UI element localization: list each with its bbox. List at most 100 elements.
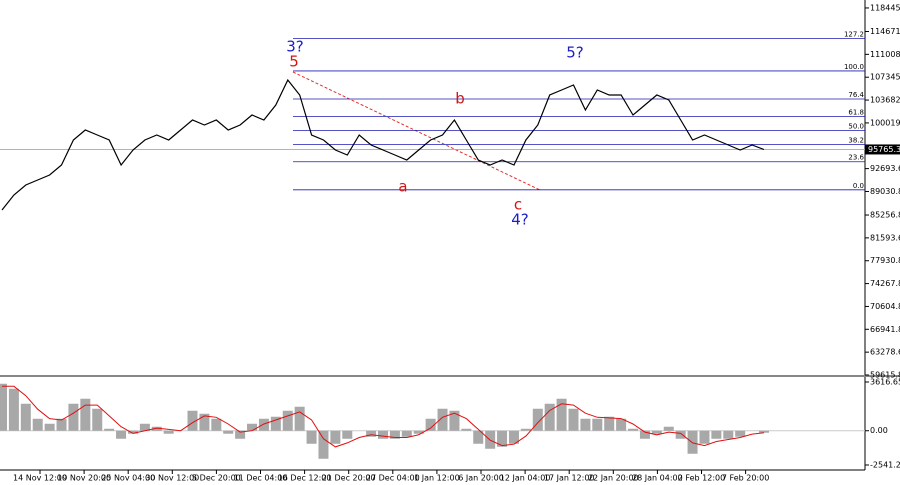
- price-tag-label: 95765.39: [868, 145, 900, 154]
- histogram-bar: [711, 430, 722, 439]
- histogram-bar: [497, 430, 508, 447]
- y-tick-label: 3616.65: [870, 377, 900, 386]
- y-tick-label: 77930.85: [870, 256, 900, 265]
- wave-label: b: [455, 90, 465, 108]
- histogram-bar: [544, 403, 555, 431]
- x-tick-label: 7 Feb 20:00: [722, 474, 769, 483]
- histogram-bar: [520, 428, 531, 431]
- histogram-bar: [401, 430, 412, 437]
- histogram-bar: [199, 413, 210, 431]
- histogram-bar: [270, 416, 281, 431]
- x-tick-label: 22 Jan 20:00: [588, 474, 639, 483]
- y-tick-label: 85256.85: [870, 211, 900, 220]
- y-tick-label: 100019.85: [870, 118, 900, 127]
- histogram-bar: [532, 408, 543, 431]
- y-tick-label: -2541.28: [870, 461, 900, 470]
- y-tick-label: 103682.85: [870, 96, 900, 105]
- histogram-bar: [449, 410, 460, 431]
- x-tick-label: 12 Jan 04:00: [500, 474, 551, 483]
- x-tick-label: 14 Nov 12:00: [13, 474, 67, 483]
- histogram-bar: [663, 426, 674, 431]
- histogram-bar: [461, 428, 472, 431]
- histogram-bar: [723, 430, 734, 439]
- histogram-bar: [32, 418, 43, 431]
- x-tick-label: 5 Dec 20:00: [192, 474, 241, 483]
- wave-label: 4?: [511, 211, 529, 229]
- histogram-bar: [556, 398, 567, 431]
- histogram-bar: [104, 428, 115, 431]
- histogram-bar: [0, 383, 7, 431]
- wave-label: 5?: [566, 44, 584, 62]
- histogram-bar: [163, 430, 174, 434]
- histogram-bar: [282, 410, 293, 431]
- histogram-bar: [735, 430, 746, 437]
- histogram-bar: [592, 418, 603, 431]
- wave-label: 5: [289, 53, 299, 71]
- fib-label: 76.4: [848, 91, 864, 99]
- histogram-bar: [20, 403, 31, 431]
- fib-label: 38.2: [848, 136, 864, 144]
- wave-label: a: [398, 178, 407, 196]
- histogram-bar: [80, 398, 91, 431]
- y-tick-label: 74267.85: [870, 279, 900, 288]
- histogram-bar: [223, 430, 234, 434]
- x-tick-label: 25 Nov 04:00: [101, 474, 155, 483]
- fib-label: 0.0: [853, 182, 864, 190]
- x-tick-label: 11 Dec 04:00: [234, 474, 288, 483]
- histogram-bar: [247, 423, 258, 431]
- histogram-bar: [342, 430, 353, 439]
- histogram-bar: [568, 408, 579, 431]
- histogram-bar: [389, 430, 400, 439]
- histogram-bar: [211, 418, 222, 431]
- histogram-bar: [759, 430, 769, 433]
- histogram-bar: [413, 430, 424, 434]
- histogram-bar: [508, 430, 519, 444]
- fib-label: 127.2: [844, 31, 864, 39]
- histogram-bar: [616, 418, 627, 431]
- x-tick-label: 6 Jan 20:00: [458, 474, 504, 483]
- y-tick-label: 107345.95: [870, 73, 900, 82]
- y-tick-label: 92693.65: [870, 164, 900, 173]
- histogram-bar: [473, 430, 484, 444]
- histogram-bar: [294, 406, 305, 431]
- histogram-bar: [127, 430, 138, 434]
- plot-area: [0, 0, 865, 470]
- y-tick-label: 66941.85: [870, 325, 900, 334]
- y-tick-label: 81593.65: [870, 233, 900, 242]
- histogram-bar: [187, 410, 198, 431]
- x-tick-label: 30 Nov 12:00: [145, 474, 199, 483]
- histogram-bar: [651, 430, 662, 434]
- histogram-bar: [425, 418, 436, 431]
- y-tick-label: 114671.35: [870, 27, 900, 36]
- y-tick-label: 89030.85: [870, 187, 900, 196]
- y-tick-label: 0.00: [870, 426, 888, 435]
- histogram-bar: [306, 430, 317, 444]
- histogram-bar: [92, 408, 103, 431]
- x-tick-label: 21 Dec 20:00: [322, 474, 376, 483]
- y-tick-label: 63278.65: [870, 348, 900, 357]
- histogram-bar: [378, 430, 388, 439]
- histogram-bar: [44, 423, 55, 431]
- histogram-bar: [580, 418, 591, 431]
- y-tick-label: 118445.65: [870, 3, 900, 12]
- x-tick-label: 16 Dec 12:00: [278, 474, 332, 483]
- histogram-bar: [8, 388, 19, 431]
- fib-label: 100.0: [844, 63, 864, 71]
- histogram-bar: [56, 418, 67, 431]
- histogram-bar: [437, 408, 448, 431]
- histogram-bar: [139, 423, 150, 431]
- x-tick-label: 28 Jan 04:00: [632, 474, 683, 483]
- x-tick-label: 1 Jan 12:00: [414, 474, 460, 483]
- histogram-bar: [639, 430, 650, 439]
- histogram-bar: [116, 430, 127, 439]
- x-tick-label: 17 Jan 12:00: [544, 474, 595, 483]
- histogram-bar: [628, 428, 639, 431]
- fib-label: 23.6: [848, 154, 864, 162]
- price-line: [1, 78, 765, 211]
- y-tick-label: 70604.85: [870, 302, 900, 311]
- wave-label: c: [514, 196, 522, 214]
- histogram-bar: [604, 416, 615, 431]
- signal-line: [2, 385, 765, 448]
- histogram-bar: [318, 430, 329, 459]
